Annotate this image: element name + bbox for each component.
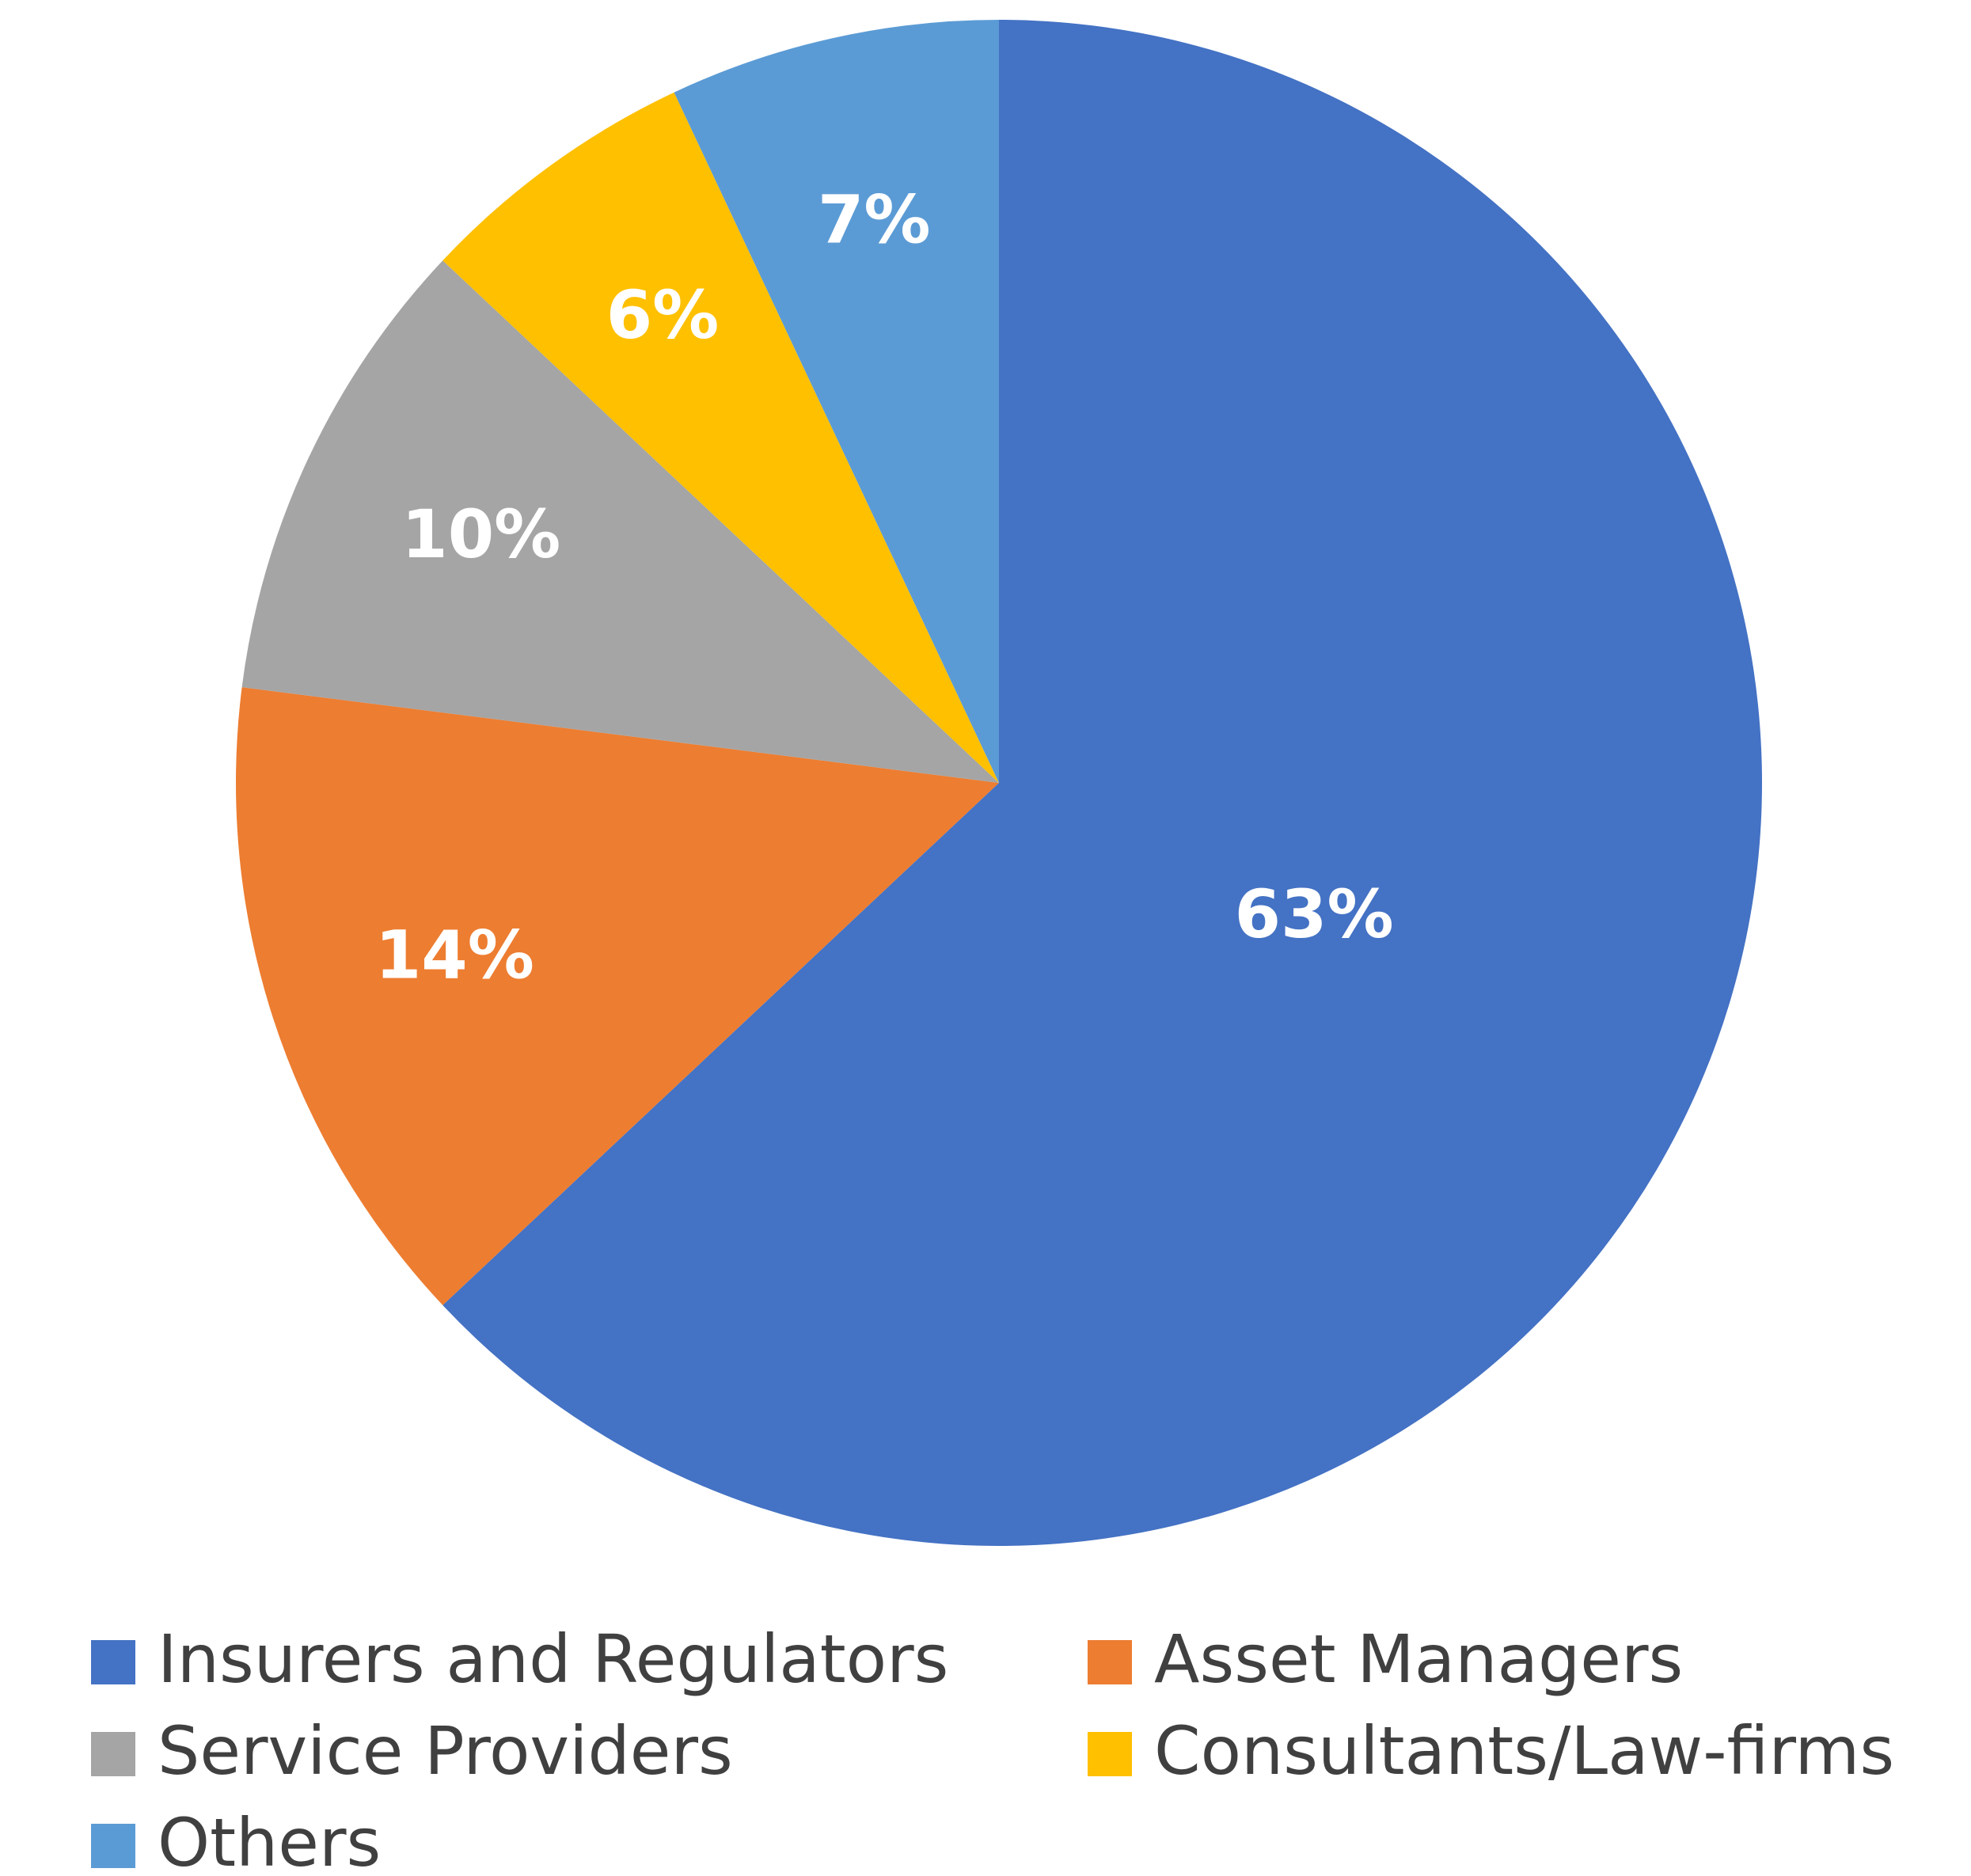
legend-label: Consultants/Law-firms: [1154, 1712, 1894, 1790]
data-label: 63%: [1235, 875, 1394, 953]
pie-slice: [235, 687, 999, 1305]
data-label: 7%: [818, 180, 931, 258]
pie-slice: [674, 20, 999, 783]
pie-slice: [442, 20, 1762, 1546]
data-label: 14%: [375, 916, 534, 993]
legend-swatch: [91, 1824, 135, 1868]
pie-slice: [241, 260, 999, 784]
data-label: 10%: [401, 496, 560, 573]
legend-swatch: [91, 1640, 135, 1684]
legend-swatch: [91, 1732, 135, 1776]
legend-swatch: [1088, 1732, 1132, 1776]
legend-label: Insurers and Regulators: [158, 1620, 948, 1698]
data-label: 6%: [606, 276, 720, 354]
legend-label: Others: [158, 1804, 381, 1876]
pie-slice: [442, 92, 999, 784]
legend-label: Service Providers: [158, 1712, 733, 1790]
legend-label: Asset Managers: [1154, 1620, 1683, 1698]
legend-swatch: [1088, 1640, 1132, 1684]
